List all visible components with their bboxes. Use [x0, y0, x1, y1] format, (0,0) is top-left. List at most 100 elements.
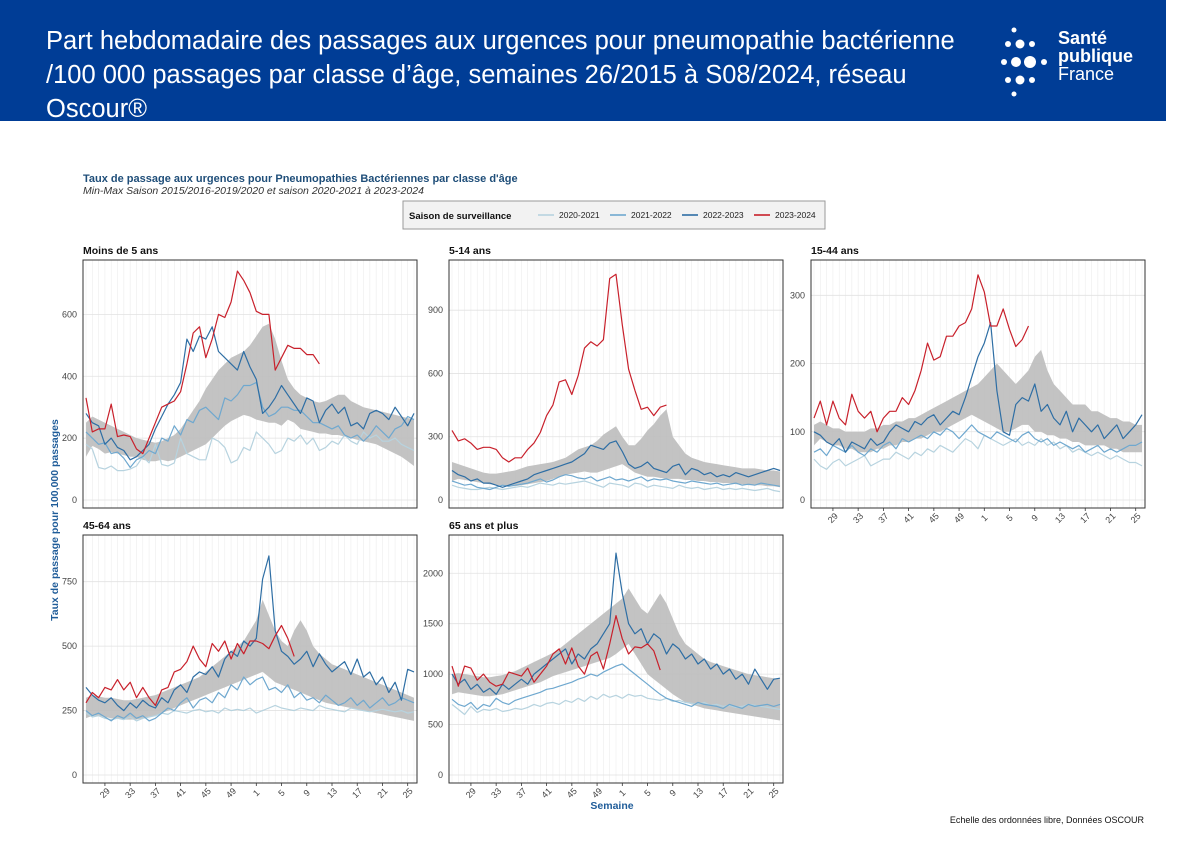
x-tick-label: 9 [301, 788, 312, 799]
x-tick-label: 5 [1004, 513, 1015, 524]
y-tick-label: 600 [428, 368, 443, 378]
legend-title: Saison de surveillance [409, 211, 511, 222]
x-tick-label: 49 [590, 786, 604, 800]
series-line-2020-2021 [451, 693, 781, 716]
x-tick-label: 49 [952, 511, 966, 525]
y-tick-label: 1500 [423, 619, 443, 629]
x-tick-label: 9 [667, 788, 678, 799]
x-axis-label: Semaine [590, 800, 633, 812]
logo-line2: publique [1058, 46, 1133, 66]
legend-label: 2020-2021 [559, 210, 600, 220]
panel: 65 ans et plus 0 500 1000 1500 2000 29 33 37 41 45… [423, 520, 784, 800]
series-line-2020-2021 [85, 704, 415, 722]
x-tick-label: 17 [1078, 511, 1092, 525]
header-banner: Part hebdomadaire des passages aux urgen… [0, 0, 1166, 123]
series-line-2021-2022 [451, 663, 781, 711]
y-tick-label: 1000 [423, 669, 443, 679]
y-tick-label: 0 [438, 770, 443, 780]
x-tick-label: 37 [876, 511, 890, 525]
panel-title: 65 ans et plus [449, 520, 519, 532]
x-tick-label: 25 [1129, 511, 1143, 525]
panel-title: 5-14 ans [449, 245, 491, 257]
x-tick-label: 17 [716, 786, 730, 800]
x-tick-label: 1 [251, 788, 262, 799]
x-tick-label: 13 [691, 786, 705, 800]
panel-border [448, 534, 784, 784]
series-line-2022-2023 [85, 555, 415, 712]
series-line-2022-2023 [451, 440, 781, 488]
logo-dots-icon [1001, 27, 1047, 97]
y-tick-label: 2000 [423, 568, 443, 578]
x-tick-label: 29 [98, 786, 112, 800]
panel-title: Moins de 5 ans [83, 245, 158, 257]
series-line-2023-2024 [451, 614, 661, 687]
panel-border [810, 259, 1146, 509]
y-tick-label: 500 [428, 720, 443, 730]
minmax-band [814, 349, 1142, 453]
y-axis-label: Taux de passage pour 100,000 passages [49, 419, 61, 621]
minmax-band [86, 599, 414, 721]
y-tick-label: 750 [62, 577, 77, 587]
x-tick-label: 45 [927, 511, 941, 525]
x-tick-label: 25 [767, 786, 781, 800]
x-tick-label: 5 [642, 788, 653, 799]
chart-subtitle: Min-Max Saison 2015/2016-2019/2020 et sa… [83, 185, 424, 197]
legend: Saison de surveillance 2020-2021 2021-2022… [402, 200, 826, 230]
logo-line1: Santé [1058, 28, 1108, 48]
legend-label: 2022-2023 [703, 210, 744, 220]
panel-border [82, 259, 418, 509]
panel-border [82, 534, 418, 784]
series-line-2023-2024 [85, 624, 295, 707]
x-tick-label: 37 [514, 786, 528, 800]
x-tick-label: 45 [199, 786, 213, 800]
panel: Moins de 5 ans 0 200 400 600 [62, 245, 418, 509]
series-line-2021-2022 [813, 424, 1143, 457]
x-tick-label: 25 [401, 786, 415, 800]
series-line-2023-2024 [813, 274, 1030, 433]
logo-line3: France [1058, 64, 1115, 84]
series-line-2020-2021 [85, 431, 415, 472]
x-tick-label: 41 [174, 786, 188, 800]
series-line-2021-2022 [85, 381, 415, 469]
panel-title: 45-64 ans [83, 520, 131, 532]
y-tick-label: 250 [62, 706, 77, 716]
x-tick-label: 21 [1103, 511, 1117, 525]
panel: 15-44 ans 0 100 200 300 29 33 37 41 45 49 1 5 9 13 17 21… [790, 245, 1146, 525]
y-tick-label: 500 [62, 641, 77, 651]
x-tick-label: 1 [617, 788, 628, 799]
minmax-band [86, 323, 414, 466]
x-tick-label: 33 [123, 786, 137, 800]
panel: 45-64 ans 0 250 500 750 29 33 37 41 45 49 1 5 9 13 17 21… [62, 520, 418, 800]
x-tick-label: 29 [826, 511, 840, 525]
series-line-2022-2023 [813, 322, 1143, 453]
footer-note: Echelle des ordonnées libre, Données OSC… [949, 815, 1144, 825]
x-tick-label: 5 [276, 788, 287, 799]
panel-title: 15-44 ans [811, 245, 859, 257]
y-tick-label: 900 [428, 305, 443, 315]
y-tick-label: 0 [438, 495, 443, 505]
minmax-band [452, 409, 780, 488]
x-tick-label: 17 [350, 786, 364, 800]
x-tick-label: 33 [851, 511, 865, 525]
x-tick-label: 37 [148, 786, 162, 800]
legend-label: 2023-2024 [775, 210, 816, 220]
minmax-band [452, 588, 780, 721]
y-tick-label: 600 [62, 309, 77, 319]
panel-border [448, 259, 784, 509]
y-tick-label: 0 [72, 495, 77, 505]
chart-title: Taux de passage aux urgences pour Pneumo… [83, 173, 518, 185]
x-tick-label: 45 [565, 786, 579, 800]
y-tick-label: 200 [62, 433, 77, 443]
series-line-2020-2021 [451, 480, 781, 493]
x-tick-label: 13 [325, 786, 339, 800]
y-tick-label: 100 [790, 427, 805, 437]
x-tick-label: 33 [489, 786, 503, 800]
y-tick-label: 300 [790, 290, 805, 300]
series-line-2021-2022 [85, 676, 415, 722]
y-tick-label: 300 [428, 432, 443, 442]
x-tick-label: 1 [979, 513, 990, 524]
x-tick-label: 41 [902, 511, 916, 525]
series-line-2020-2021 [813, 434, 1143, 470]
y-tick-label: 200 [790, 359, 805, 369]
